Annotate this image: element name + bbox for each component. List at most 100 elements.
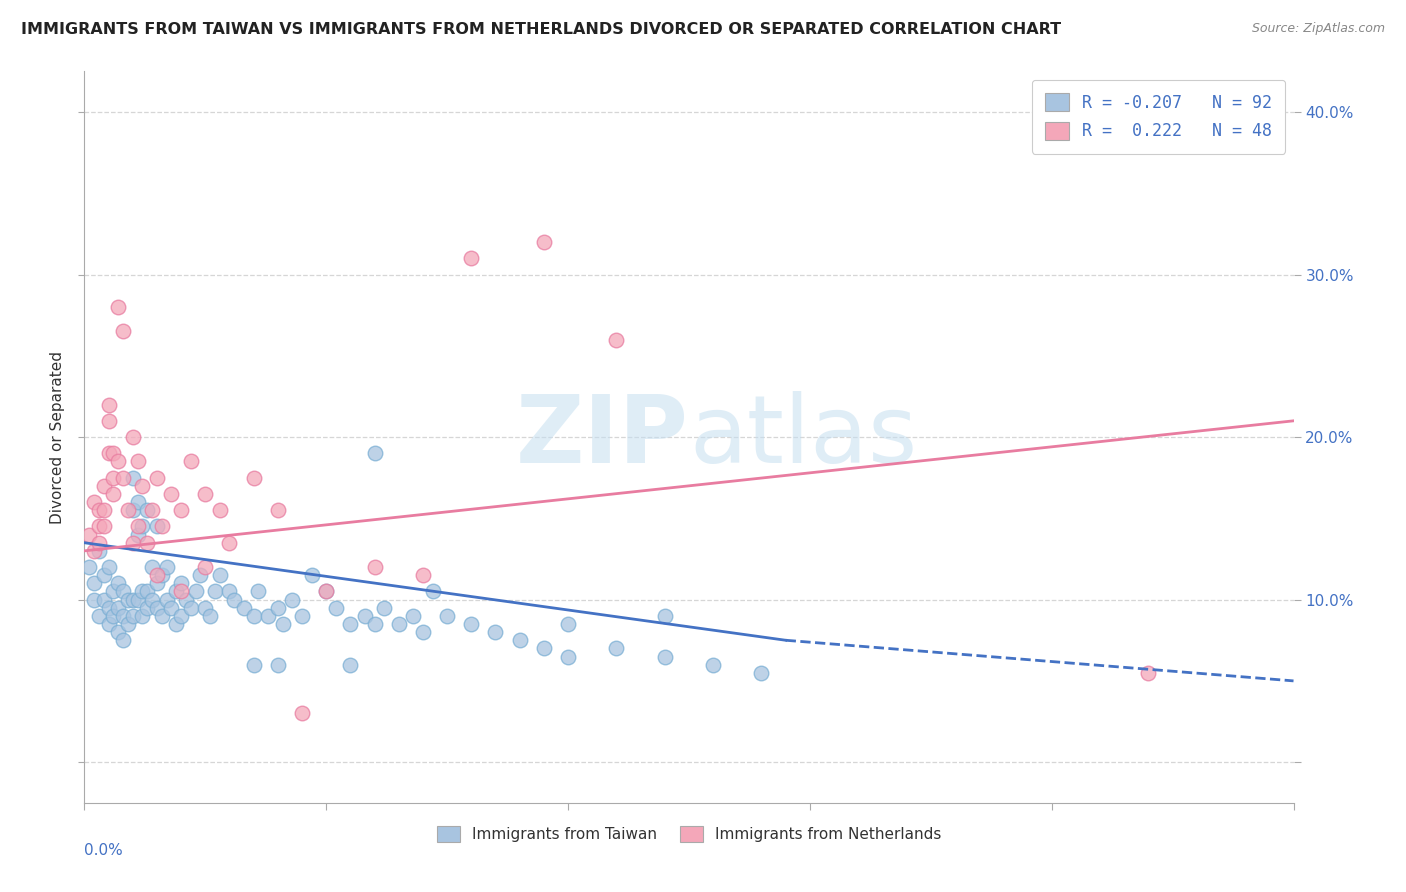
Point	[150, 608, 173, 623]
Point	[131, 479, 153, 493]
Text: 0.0%: 0.0%	[84, 843, 124, 858]
Point	[174, 592, 197, 607]
Point	[112, 633, 135, 648]
Y-axis label: Divorced or Separated: Divorced or Separated	[51, 351, 65, 524]
Point	[354, 608, 377, 623]
Point	[412, 568, 434, 582]
Point	[117, 503, 139, 517]
Point	[83, 544, 105, 558]
Point	[87, 544, 110, 558]
Point	[363, 560, 385, 574]
Point	[1137, 665, 1160, 680]
Point	[208, 503, 231, 517]
Point	[127, 592, 149, 607]
Point	[103, 487, 125, 501]
Point	[112, 471, 135, 485]
Point	[127, 495, 149, 509]
Point	[170, 503, 193, 517]
Point	[224, 592, 246, 607]
Point	[131, 519, 153, 533]
Point	[218, 584, 240, 599]
Point	[93, 592, 115, 607]
Point	[605, 333, 627, 347]
Point	[136, 503, 159, 517]
Point	[170, 576, 193, 591]
Point	[127, 519, 149, 533]
Point	[267, 600, 290, 615]
Point	[325, 600, 347, 615]
Point	[97, 398, 120, 412]
Legend: Immigrants from Taiwan, Immigrants from Netherlands: Immigrants from Taiwan, Immigrants from …	[429, 818, 949, 850]
Point	[141, 560, 163, 574]
Point	[121, 608, 143, 623]
Point	[271, 617, 294, 632]
Point	[165, 617, 187, 632]
Point	[87, 503, 110, 517]
Point	[97, 560, 120, 574]
Point	[131, 608, 153, 623]
Point	[170, 584, 193, 599]
Point	[247, 584, 270, 599]
Point	[242, 471, 264, 485]
Point	[194, 487, 217, 501]
Point	[267, 657, 290, 672]
Point	[301, 568, 323, 582]
Point	[150, 519, 173, 533]
Point	[436, 608, 458, 623]
Point	[136, 584, 159, 599]
Point	[170, 608, 193, 623]
Point	[402, 608, 425, 623]
Text: ZIP: ZIP	[516, 391, 689, 483]
Point	[117, 617, 139, 632]
Point	[150, 568, 173, 582]
Point	[87, 535, 110, 549]
Point	[146, 471, 169, 485]
Point	[422, 584, 444, 599]
Point	[107, 454, 129, 468]
Point	[208, 568, 231, 582]
Point	[146, 576, 169, 591]
Text: Source: ZipAtlas.com: Source: ZipAtlas.com	[1251, 22, 1385, 36]
Point	[77, 560, 100, 574]
Point	[121, 430, 143, 444]
Point	[141, 592, 163, 607]
Point	[233, 600, 256, 615]
Point	[93, 479, 115, 493]
Point	[204, 584, 226, 599]
Point	[509, 633, 531, 648]
Point	[121, 535, 143, 549]
Point	[103, 471, 125, 485]
Point	[107, 300, 129, 314]
Point	[121, 503, 143, 517]
Point	[97, 446, 120, 460]
Point	[117, 592, 139, 607]
Point	[557, 617, 579, 632]
Point	[97, 617, 120, 632]
Point	[103, 608, 125, 623]
Point	[242, 608, 264, 623]
Point	[194, 600, 217, 615]
Point	[373, 600, 395, 615]
Point	[165, 584, 187, 599]
Point	[654, 649, 676, 664]
Point	[97, 600, 120, 615]
Point	[180, 454, 202, 468]
Point	[460, 252, 482, 266]
Point	[605, 641, 627, 656]
Point	[77, 527, 100, 541]
Point	[315, 584, 337, 599]
Point	[190, 568, 212, 582]
Point	[107, 625, 129, 640]
Point	[83, 495, 105, 509]
Point	[136, 535, 159, 549]
Point	[127, 454, 149, 468]
Point	[184, 584, 207, 599]
Point	[291, 608, 314, 623]
Point	[339, 617, 361, 632]
Point	[146, 519, 169, 533]
Point	[131, 584, 153, 599]
Point	[93, 568, 115, 582]
Point	[97, 414, 120, 428]
Point	[93, 519, 115, 533]
Point	[533, 235, 555, 249]
